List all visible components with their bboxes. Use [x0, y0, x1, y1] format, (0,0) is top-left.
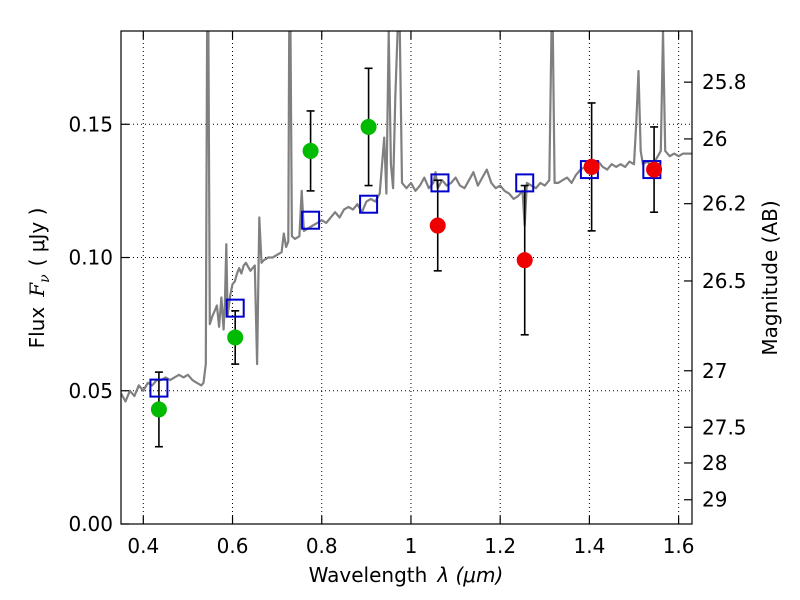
y-axis-right-title: Magnitude (AB)	[758, 200, 782, 355]
observed-point-red	[516, 252, 533, 269]
x-tick-label: 1.6	[663, 534, 695, 558]
y-tick-label: 0.10	[68, 246, 113, 270]
y-axis-title-sub: ν	[37, 274, 53, 283]
y-axis-title-symbol: F	[25, 282, 49, 298]
mag-tick-label: 26.5	[702, 269, 747, 293]
y-axis-left: 0.00 0.05 0.10 0.15	[68, 112, 129, 536]
x-axis-title: Wavelength λ (μm)	[309, 563, 504, 587]
mag-tick-label: 27.5	[702, 415, 747, 439]
observed-point-green	[150, 401, 167, 418]
mag-tick-label: 29	[702, 488, 727, 512]
observed-photometry	[150, 118, 663, 418]
mag-tick-label: 27	[702, 359, 727, 383]
model-box	[515, 173, 535, 193]
y-axis-right-magnitude: 25.8 26 26.2 26.5 27 27.5 28 29	[684, 70, 747, 512]
model-box	[149, 378, 169, 398]
observed-point-green	[302, 142, 319, 159]
mag-tick-label: 28	[702, 451, 727, 475]
y-axis-title-units: ( μJy )	[25, 208, 49, 267]
plot-frame	[120, 30, 693, 525]
y-axis-title: Flux Fν ( μJy )	[25, 208, 53, 349]
x-tick-label: 1.4	[573, 534, 605, 558]
observed-point-green	[227, 329, 244, 346]
x-tick-label: 1	[405, 534, 418, 558]
model-box	[430, 173, 450, 193]
x-axis-title-math: λ (μm)	[436, 563, 503, 587]
x-tick-label: 0.4	[127, 534, 159, 558]
model-box	[225, 298, 245, 318]
model-box	[301, 210, 321, 230]
observed-point-red	[429, 217, 446, 234]
mag-tick-label: 26.2	[702, 192, 747, 216]
observed-point-red	[646, 161, 663, 178]
y-tick-label: 0.05	[68, 379, 113, 403]
x-axis-title-text: Wavelength	[309, 563, 428, 587]
mag-tick-label: 26	[702, 127, 727, 151]
x-tick-label: 0.8	[306, 534, 338, 558]
x-tick-label: 0.6	[217, 534, 249, 558]
x-tick-label: 1.2	[484, 534, 516, 558]
y-tick-label: 0.15	[68, 112, 113, 136]
observed-point-red	[583, 158, 600, 175]
y-tick-label: 0.00	[68, 512, 113, 536]
y-axis-title-text: Flux	[25, 307, 49, 349]
observed-point-green	[360, 118, 377, 135]
mag-tick-label: 25.8	[702, 70, 747, 94]
x-axis: 0.4 0.6 0.8 1 1.2 1.4 1.6	[127, 31, 695, 558]
model-box	[359, 194, 379, 214]
